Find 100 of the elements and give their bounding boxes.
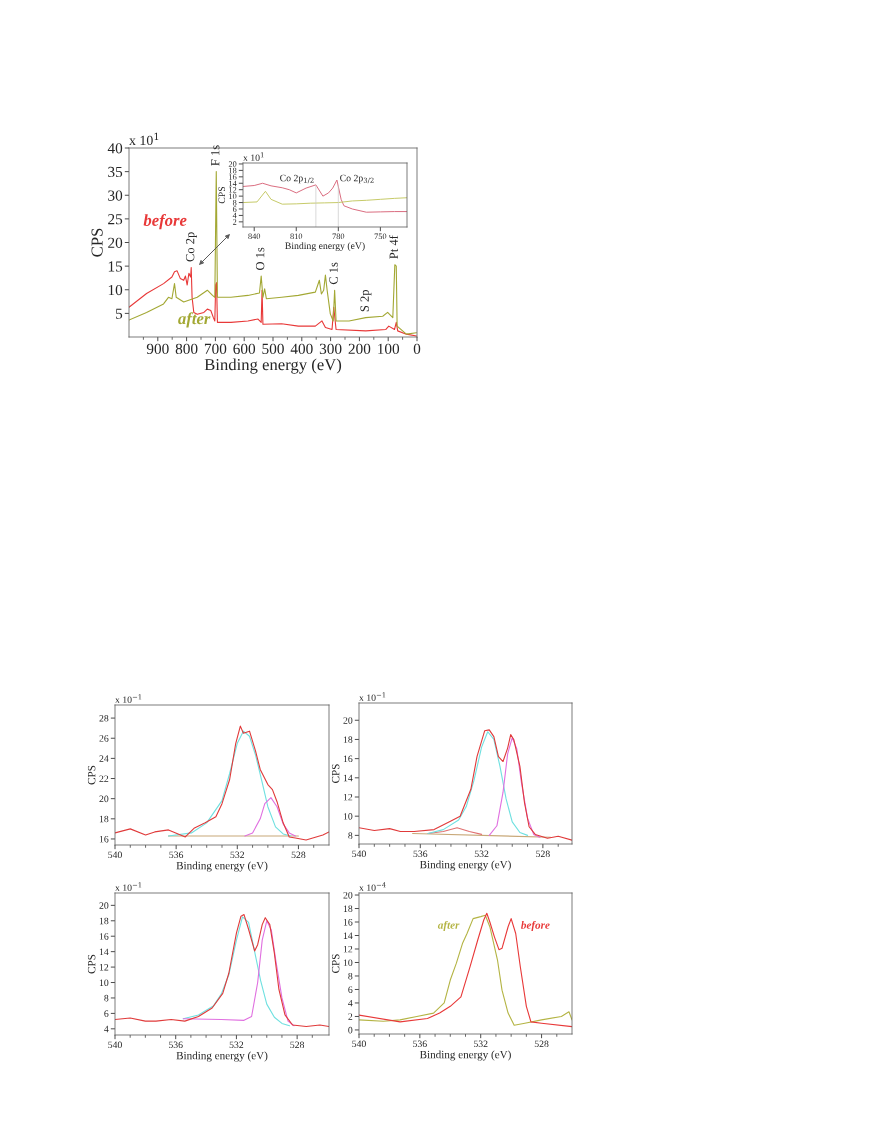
y-tick-label: 6	[232, 206, 237, 212]
y-tick-label: 6	[348, 986, 353, 993]
x-axis-title: Binding energy (eV)	[176, 861, 268, 872]
series-label: after	[178, 312, 211, 328]
x-tick-label: 532	[230, 851, 245, 859]
x-axis-title: Binding energy (eV)	[419, 1050, 511, 1061]
annotation: x 10$^{1}$	[243, 152, 264, 161]
y-tick-label: 14	[99, 948, 109, 956]
x-tick-label: 532	[474, 850, 489, 858]
y-tick-label: 35	[108, 166, 123, 178]
y-tick-label: 16	[99, 835, 109, 843]
x-tick-label: 800	[175, 343, 198, 354]
x-axis-title: Binding energy (eV)	[176, 1051, 268, 1062]
y-tick-label: 10	[343, 959, 353, 966]
y-tick-label: 14	[343, 932, 353, 939]
y-tick-label: 14	[229, 180, 237, 187]
x-tick-label: 300	[319, 343, 342, 354]
x-tick-label: 400	[290, 343, 313, 354]
y-tick-label: 24	[99, 755, 109, 762]
line-series	[115, 725, 329, 841]
y-tick-label: 40	[107, 143, 123, 154]
series-label: after	[437, 920, 460, 932]
text: x 10$^{−1}$	[115, 882, 142, 891]
x-tick-label: 540	[352, 1040, 366, 1048]
y-tick-label: 4	[104, 1025, 109, 1033]
text: x 10$^{−1}$	[115, 694, 142, 703]
annotation: F 1s	[211, 145, 220, 166]
x-tick-label: 540	[352, 850, 366, 858]
y-tick-label: 6	[104, 1010, 109, 1017]
y-tick-label: 2	[348, 1013, 353, 1020]
x-tick-label: 536	[169, 851, 184, 859]
y-tick-label: 18	[99, 815, 109, 823]
y-tick-label: 26	[99, 735, 109, 742]
y-tick-label: 18	[229, 167, 237, 174]
y-tick-label: 18	[343, 905, 353, 912]
x-tick-label: 536	[168, 1041, 183, 1049]
y-tick-label: 10	[99, 979, 109, 986]
x-tick-label: 900	[146, 343, 169, 354]
x-tick-label: 536	[413, 1040, 427, 1048]
text: x 10$^{−4}$	[359, 882, 386, 891]
annotation: Pt 4f	[389, 235, 398, 259]
y-tick-label: 16	[343, 918, 353, 926]
y-tick-label: 28	[99, 715, 109, 722]
y-axis-title: CPS	[87, 765, 96, 785]
ref-line-label: Co 2p$_{3/2}$	[340, 174, 374, 184]
y-tick-label: 10	[108, 284, 123, 296]
x-tick-label: 810	[290, 233, 303, 240]
x-axis-title: Binding energy (eV)	[419, 860, 511, 871]
y-tick-label: 22	[99, 775, 109, 782]
x-tick-label: 750	[374, 233, 387, 240]
line-series	[243, 190, 407, 205]
x-tick-label: 500	[262, 343, 284, 354]
x-tick-label: 528	[536, 850, 550, 858]
line-series	[115, 914, 329, 1028]
text: x 10$^{1}$	[129, 132, 159, 146]
annotation: S 2p	[360, 289, 372, 312]
line-series	[167, 730, 292, 837]
annotation: C 1s	[329, 262, 338, 285]
text: before	[143, 213, 187, 230]
series-label: before	[521, 920, 550, 932]
y-axis-title: CPS	[331, 764, 340, 783]
y-tick-label: 18	[343, 736, 353, 743]
x-tick-label: 0	[413, 343, 421, 354]
line-series	[427, 827, 483, 835]
x-tick-label: 600	[233, 343, 256, 354]
y-tick-label: 20	[343, 717, 353, 724]
y-tick-label: 20	[99, 795, 109, 803]
y-axis-title: CPS	[91, 228, 103, 257]
x-tick-label: 536	[413, 850, 428, 858]
y-tick-label: 12	[229, 187, 237, 193]
line-series	[488, 736, 541, 838]
x-tick-label: 528	[290, 1041, 305, 1049]
x-tick-label: 200	[348, 343, 371, 354]
y-axis-title: CPS	[331, 954, 340, 973]
y-tick-label: 12	[343, 793, 353, 801]
y-tick-label: 12	[99, 964, 109, 971]
annotation: O 1s	[255, 247, 265, 270]
x-tick-label: 528	[534, 1040, 549, 1048]
y-tick-label: 20	[343, 891, 353, 899]
y-tick-label: 14	[343, 774, 353, 782]
x-tick-label: 528	[291, 851, 306, 859]
y-tick-label: 20	[228, 161, 237, 167]
y-tick-label: 10	[343, 813, 353, 820]
x-tick-label: 540	[108, 1041, 122, 1049]
y-tick-label: 20	[108, 237, 123, 248]
y-tick-label: 16	[229, 174, 237, 180]
y-tick-label: 16	[99, 933, 109, 940]
y-tick-label: 2	[232, 219, 237, 225]
x-tick-label: 840	[248, 233, 261, 240]
x-axis-title: Binding energy (eV)	[285, 242, 365, 252]
y-tick-label: 8	[348, 972, 353, 980]
y-tick-label: 30	[108, 190, 123, 201]
x-tick-label: 540	[108, 851, 122, 859]
y-tick-label: 16	[343, 755, 353, 763]
line-series	[244, 797, 296, 837]
y-tick-label: 8	[232, 199, 237, 206]
y-tick-label: 4	[232, 212, 237, 219]
line-series	[359, 729, 572, 841]
y-tick-label: 5	[116, 308, 123, 319]
x-tick-label: 100	[378, 343, 400, 354]
